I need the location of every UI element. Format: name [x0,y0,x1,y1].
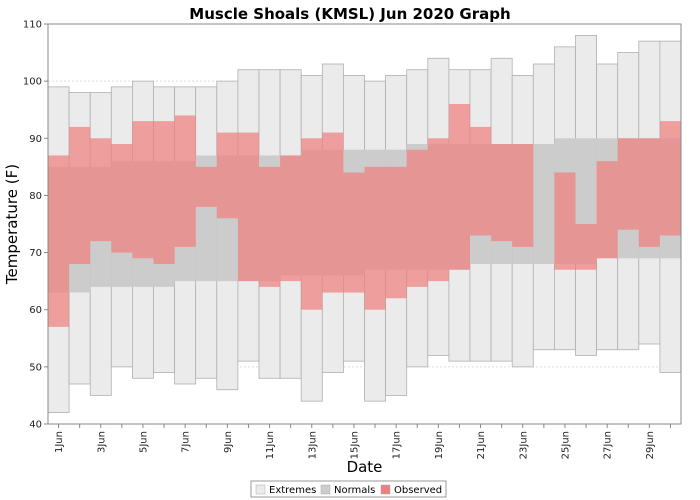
observed-bar [259,166,281,287]
observed-bar [554,172,576,270]
legend-swatch [320,484,331,495]
observed-bar [343,172,365,293]
x-tick-label: 23Jun [518,431,529,459]
observed-bar [174,115,196,247]
x-tick-label: 9Jun [223,431,234,453]
observed-bar [216,132,238,219]
observed-bar [596,161,618,259]
legend-label: Normals [334,485,375,496]
legend-box [250,480,447,498]
observed-bar [512,144,534,247]
x-axis-ticks: 1Jun 3Jun 5Jun 7Jun 9Jun 11Jun 13Jun 15Jun 17Jun… [54,424,671,459]
x-tick-label: 13Jun [307,431,318,459]
observed-bar [90,138,112,242]
observed-bar [470,126,492,236]
observed-bar [575,224,597,270]
observed-series [48,104,681,327]
x-tick-label: 19Jun [434,431,445,459]
x-tick-label: 21Jun [476,431,487,459]
y-tick-label: 40 [29,420,42,431]
observed-bar [491,144,513,242]
y-axis-title: Temperature (F) [3,164,21,285]
chart-title: Muscle Shoals (KMSL) Jun 2020 Graph [189,5,510,23]
observed-bar [280,155,302,282]
legend-swatch [380,484,391,495]
x-tick-label: 27Jun [603,431,614,459]
plot-area-frame [47,23,682,425]
x-tick-label: 11Jun [265,431,276,459]
x-tick-label: 5Jun [138,431,149,453]
x-tick-label: 17Jun [392,431,403,459]
observed-bar [132,121,154,259]
x-tick-label: 25Jun [560,431,571,459]
observed-bar [195,166,217,207]
observed-bar [427,138,449,282]
y-tick-label: 80 [29,191,42,202]
legend-label: Observed [394,485,442,496]
observed-bar [385,166,407,299]
x-tick-label: 15Jun [349,431,360,459]
observed-bar [659,121,681,236]
observed-bar [448,104,470,270]
y-axis-ticks: 40 50 60 70 80 90 100 110 [23,20,48,431]
observed-bar [322,132,344,293]
observed-bar [111,144,133,253]
y-tick-label: 100 [23,77,42,88]
y-tick-label: 70 [29,248,42,259]
observed-bar [48,155,70,327]
x-tick-label: 1Jun [54,431,65,453]
observed-bar [638,138,660,247]
x-tick-label: 29Jun [645,431,656,459]
observed-bar [153,121,175,265]
y-tick-label: 50 [29,362,42,373]
y-tick-label: 110 [23,20,42,31]
x-axis-title: Date [347,458,383,476]
observed-bar [301,138,323,310]
chart-legend: Extremes Normals Observed [250,480,447,498]
legend-swatch [255,484,266,495]
legend-label: Extremes [269,485,316,496]
normals-bar [533,144,555,264]
observed-bar [69,126,91,264]
observed-bar [406,149,428,287]
y-tick-label: 90 [29,134,42,145]
y-tick-label: 60 [29,305,42,316]
x-tick-label: 3Jun [96,431,107,453]
observed-bar [617,138,639,230]
observed-bar [364,166,386,310]
x-tick-label: 7Jun [181,431,192,453]
observed-bar [237,132,259,282]
